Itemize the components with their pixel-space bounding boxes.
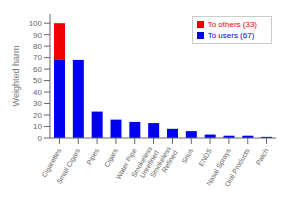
svg-text:100: 100 xyxy=(29,19,43,28)
svg-text:ENDS: ENDS xyxy=(197,147,213,168)
svg-text:80: 80 xyxy=(33,42,42,51)
svg-text:SmokelessRefined: SmokelessRefined xyxy=(149,145,179,182)
svg-text:10: 10 xyxy=(33,122,42,131)
svg-text:20: 20 xyxy=(33,111,42,120)
svg-text:60: 60 xyxy=(33,65,42,74)
svg-text:Cigars: Cigars xyxy=(103,147,120,169)
svg-text:0: 0 xyxy=(38,134,43,143)
svg-text:Patch: Patch xyxy=(255,147,270,166)
svg-text:Small Cigars: Small Cigars xyxy=(55,147,82,186)
svg-text:70: 70 xyxy=(33,53,42,62)
svg-text:30: 30 xyxy=(33,99,42,108)
svg-text:Pipes: Pipes xyxy=(85,147,101,167)
svg-text:50: 50 xyxy=(33,76,42,85)
svg-text:40: 40 xyxy=(33,88,42,97)
svg-text:Oral Products: Oral Products xyxy=(223,147,251,188)
svg-text:Weighted harm: Weighted harm xyxy=(11,46,21,107)
svg-text:Snus: Snus xyxy=(180,147,194,165)
svg-text:90: 90 xyxy=(33,31,42,40)
